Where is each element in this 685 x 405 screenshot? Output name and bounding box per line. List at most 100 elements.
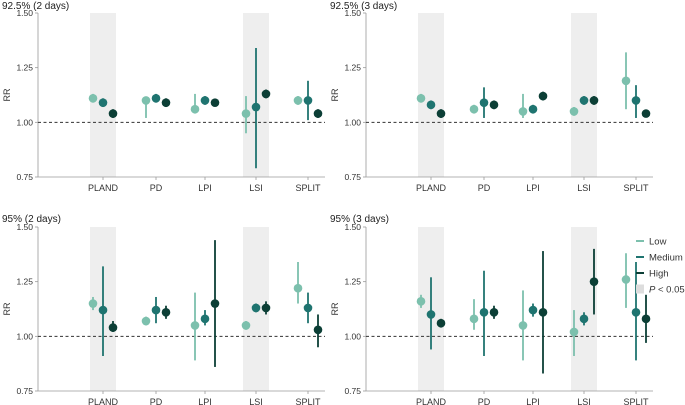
x-tick-label: LPI bbox=[526, 397, 540, 405]
y-tick-label: 1.25 bbox=[344, 63, 361, 73]
data-point bbox=[518, 107, 528, 116]
data-point bbox=[161, 98, 171, 107]
y-axis-label: RR bbox=[2, 88, 12, 101]
x-tick-label: LPI bbox=[198, 397, 212, 405]
data-point bbox=[489, 307, 499, 317]
panel: 0.75 1.00 1.25 1.50 RR PLAND PD LPI LSI SPLIT 95% … bbox=[2, 214, 325, 405]
data-point bbox=[303, 96, 313, 105]
x-tick-label: SPLIT bbox=[295, 183, 321, 193]
data-point bbox=[621, 275, 631, 284]
data-point bbox=[528, 305, 538, 315]
y-tick-label: 1.00 bbox=[344, 331, 361, 341]
data-point bbox=[469, 104, 479, 114]
data-point bbox=[589, 96, 599, 105]
legend: Low Medium High P < 0.05 bbox=[636, 237, 685, 296]
significance-shade bbox=[571, 227, 597, 391]
y-axis-label: RR bbox=[2, 302, 12, 315]
data-point bbox=[631, 307, 641, 317]
y-tick-label: 1.50 bbox=[344, 8, 361, 18]
data-point bbox=[489, 100, 499, 110]
legend-shade-threshold: < 0.05 bbox=[655, 285, 684, 296]
data-point bbox=[141, 316, 151, 326]
data-point bbox=[210, 299, 220, 308]
panel: 0.75 1.00 1.25 1.50 RR PLAND PD LPI LSI SPLIT 95% … bbox=[330, 214, 653, 405]
y-tick-label: 0.75 bbox=[16, 172, 33, 182]
data-point bbox=[88, 93, 98, 103]
significance-shade bbox=[571, 13, 597, 177]
y-tick-label: 1.00 bbox=[16, 117, 33, 127]
data-point bbox=[479, 98, 489, 107]
data-point bbox=[631, 96, 641, 105]
y-tick-label: 1.50 bbox=[16, 8, 33, 18]
x-tick-label: PLAND bbox=[416, 397, 447, 405]
data-point bbox=[190, 321, 200, 330]
data-point bbox=[518, 321, 528, 330]
y-tick-label: 1.50 bbox=[344, 222, 361, 232]
x-tick-label: PLAND bbox=[88, 397, 119, 405]
data-point bbox=[108, 109, 118, 118]
data-point bbox=[151, 305, 161, 315]
data-point bbox=[469, 314, 479, 324]
data-point bbox=[293, 283, 303, 293]
panel: 0.75 1.00 1.25 1.50 RR PLAND PD LPI LSI SPLIT 92.5… bbox=[330, 1, 653, 193]
data-point bbox=[579, 314, 589, 324]
x-tick-label: LSI bbox=[577, 183, 591, 193]
data-point bbox=[241, 321, 251, 330]
data-point bbox=[579, 96, 589, 105]
data-point bbox=[161, 307, 171, 317]
data-point bbox=[251, 102, 261, 112]
x-tick-label: SPLIT bbox=[295, 397, 321, 405]
data-point bbox=[436, 109, 446, 118]
data-point bbox=[538, 91, 548, 101]
data-point bbox=[241, 109, 251, 118]
panel-title: 92.5% (2 days) bbox=[2, 1, 69, 12]
y-tick-label: 1.50 bbox=[16, 222, 33, 232]
data-point bbox=[313, 109, 323, 118]
panel: 0.75 1.00 1.25 1.50 RR PLAND PD LPI LSI SPLIT 92.5… bbox=[2, 1, 325, 193]
y-tick-label: 0.75 bbox=[344, 172, 361, 182]
data-point bbox=[479, 307, 489, 317]
data-point bbox=[261, 303, 271, 313]
panel-title: 92.5% (3 days) bbox=[330, 1, 397, 12]
data-point bbox=[88, 299, 98, 308]
data-point bbox=[293, 96, 303, 105]
y-tick-label: 0.75 bbox=[16, 386, 33, 396]
data-point bbox=[589, 277, 599, 286]
x-tick-label: PD bbox=[150, 397, 163, 405]
y-axis-label: RR bbox=[330, 302, 340, 315]
data-point bbox=[416, 297, 426, 306]
data-point bbox=[569, 327, 579, 337]
y-axis-label: RR bbox=[330, 88, 340, 101]
panels: 0.75 1.00 1.25 1.50 RR PLAND PD LPI LSI SPLIT 92.5… bbox=[2, 1, 653, 405]
y-tick-label: 1.00 bbox=[344, 117, 361, 127]
legend-shade-swatch bbox=[636, 284, 644, 294]
panel-title: 95% (2 days) bbox=[2, 214, 61, 225]
data-point bbox=[416, 93, 426, 103]
data-point bbox=[141, 96, 151, 105]
x-tick-label: LSI bbox=[577, 397, 591, 405]
x-tick-label: LPI bbox=[526, 183, 540, 193]
legend-label: Medium bbox=[649, 253, 683, 264]
data-point bbox=[426, 310, 436, 319]
data-point bbox=[538, 307, 548, 317]
x-tick-label: PLAND bbox=[88, 183, 119, 193]
data-point bbox=[426, 100, 436, 110]
data-point bbox=[190, 104, 200, 114]
data-point bbox=[528, 104, 538, 114]
data-point bbox=[151, 93, 161, 103]
y-tick-label: 1.25 bbox=[16, 277, 33, 287]
y-tick-label: 1.25 bbox=[344, 277, 361, 287]
legend-label: High bbox=[649, 269, 669, 280]
data-point bbox=[569, 107, 579, 116]
x-tick-label: LSI bbox=[249, 183, 263, 193]
x-tick-label: LPI bbox=[198, 183, 212, 193]
legend-label: Low bbox=[649, 237, 667, 248]
legend-shade-p: P bbox=[649, 285, 656, 296]
data-point bbox=[210, 98, 220, 107]
data-point bbox=[621, 76, 631, 86]
data-point bbox=[641, 109, 651, 118]
data-point bbox=[641, 314, 651, 324]
data-point bbox=[251, 303, 261, 313]
x-tick-label: PD bbox=[478, 183, 491, 193]
